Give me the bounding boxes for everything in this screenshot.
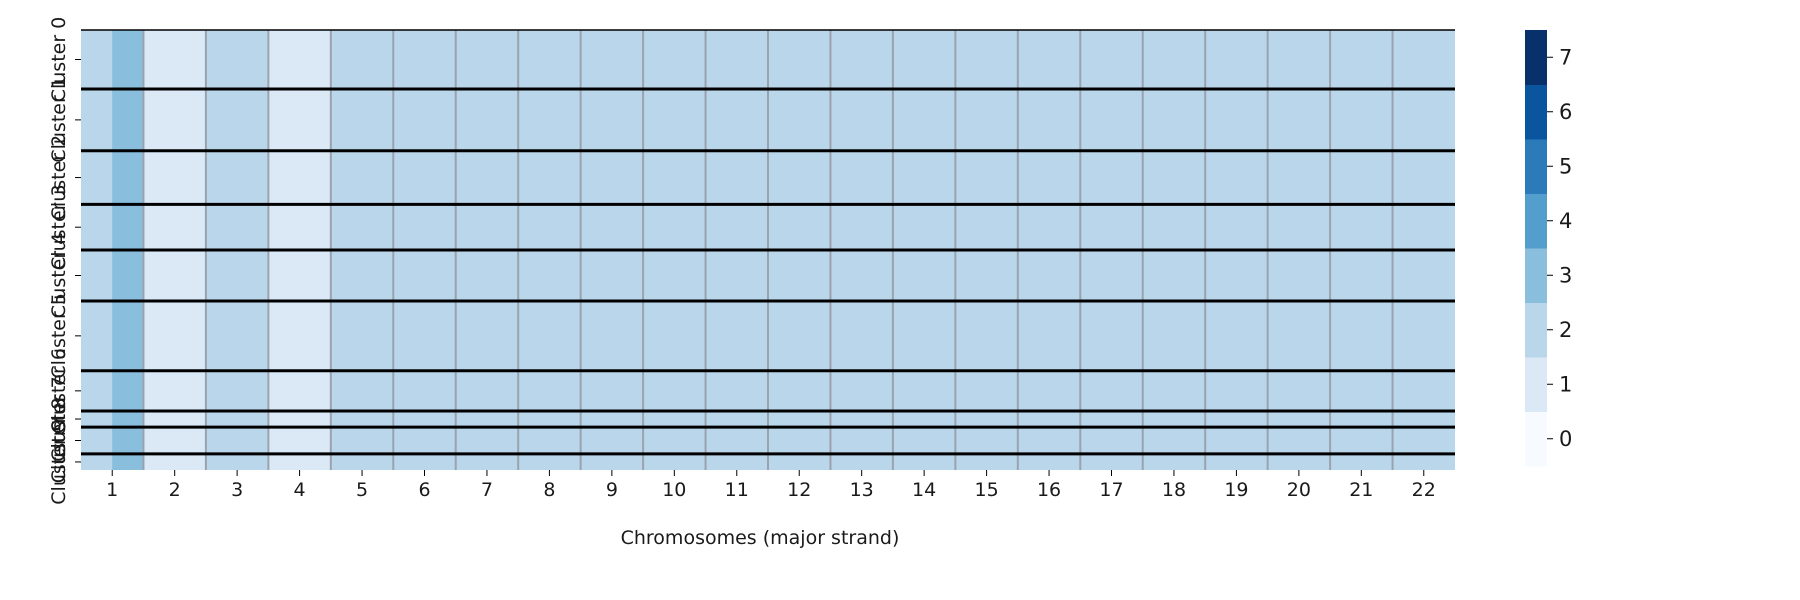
y-tick-label-cluster: Cluster 4	[48, 233, 70, 319]
x-tick-label: 13	[850, 479, 874, 501]
colorbar-tick-label: 3	[1559, 263, 1572, 287]
x-tick-label: 20	[1287, 479, 1311, 501]
colorbar-tick-label: 0	[1559, 427, 1572, 451]
x-tick-label: 1	[106, 479, 118, 501]
y-tick-label-cluster: Cluster 5	[48, 293, 70, 379]
colorbar-segment	[1525, 84, 1547, 140]
colorbar-segment	[1525, 302, 1547, 358]
x-tick-label: 7	[481, 479, 493, 501]
y-tick-label-cluster: Cluster 1	[48, 77, 70, 163]
colorbar: 0 1 2 3 4 5 6 7	[1525, 30, 1572, 467]
colorbar-tick-label: 6	[1559, 100, 1572, 124]
x-tick-label: 11	[725, 479, 749, 501]
x-tick-label: 5	[356, 479, 368, 501]
x-tick-label: 17	[1099, 479, 1123, 501]
x-tick-label: 21	[1349, 479, 1373, 501]
colorbar-segment	[1525, 357, 1547, 412]
colorbar-segment	[1525, 193, 1547, 249]
colorbar-tick-label: 1	[1559, 372, 1572, 396]
colorbar-tick-label: 5	[1559, 154, 1572, 178]
x-tick-label: 15	[974, 479, 998, 501]
y-tick-label-cluster: Cluster 6	[48, 348, 70, 434]
y-tick-label-cluster: Cluster 3	[48, 184, 70, 270]
x-tick-label: 10	[662, 479, 686, 501]
cluster-separators	[81, 29, 1455, 456]
x-axis-ticks: 1 2 3 4 5 6 7 8 9 10 11 12 13 14 15 16 17 18 19 20 21 22	[106, 470, 1436, 501]
x-tick-label: 9	[606, 479, 618, 501]
x-tick-label: 2	[169, 479, 181, 501]
y-tick-label-cluster: Cluster 7	[48, 376, 70, 462]
y-tick-label-cluster: Cluster 0	[48, 17, 70, 103]
x-tick-label: 18	[1162, 479, 1186, 501]
y-tick-label-cluster: Cluster 2	[48, 135, 70, 221]
colorbar-tick-label: 7	[1559, 45, 1572, 69]
x-tick-label: 3	[231, 479, 243, 501]
colorbar-segment	[1525, 30, 1547, 85]
colorbar-tick-label: 2	[1559, 318, 1572, 342]
x-tick-label: 14	[912, 479, 936, 501]
x-tick-label: 12	[787, 479, 811, 501]
colorbar-segment	[1525, 411, 1547, 467]
colorbar-segment	[1525, 248, 1547, 303]
x-tick-label: 6	[418, 479, 430, 501]
colorbar-segment	[1525, 139, 1547, 194]
x-tick-label: 22	[1412, 479, 1436, 501]
x-tick-label: 8	[543, 479, 555, 501]
x-axis-label: Chromosomes (major strand)	[621, 527, 900, 549]
y-tick-label-cluster: Cluster 8	[48, 398, 70, 484]
y-tick-label-cluster: Cluster 9	[48, 419, 70, 505]
x-tick-label: 16	[1037, 479, 1061, 501]
colorbar-tick-label: 4	[1559, 209, 1572, 233]
x-tick-label: 19	[1224, 479, 1248, 501]
x-tick-label: 4	[294, 479, 306, 501]
